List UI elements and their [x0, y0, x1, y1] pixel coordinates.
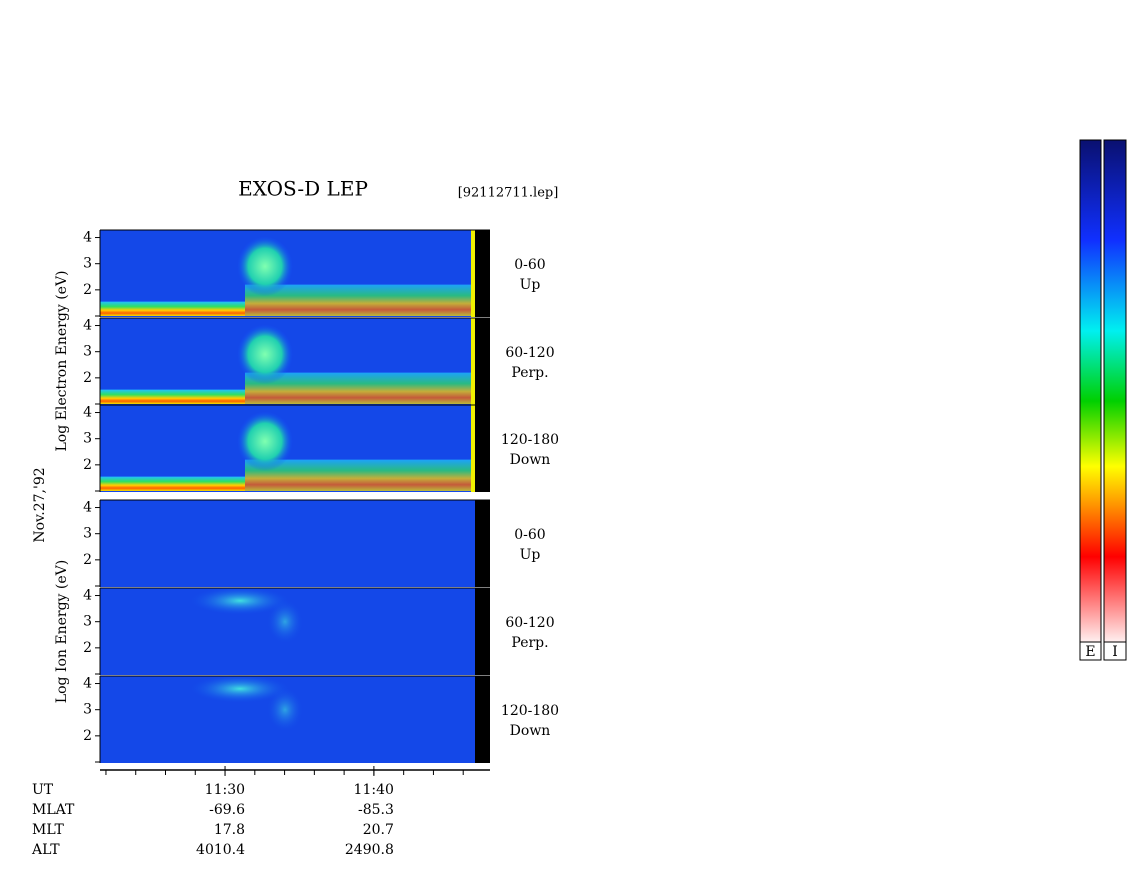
y-tick-label: 2: [83, 282, 92, 298]
spectrogram: [237, 324, 293, 385]
spectrogram: [190, 586, 290, 615]
colorbar-i: [1103, 139, 1127, 643]
y-tick-label: 2: [83, 370, 92, 386]
spectrogram: [100, 301, 245, 316]
spectrogram: [100, 500, 475, 587]
ephemeris-name: MLAT: [32, 802, 75, 818]
ephemeris-name: UT: [32, 782, 54, 798]
spectrogram: [245, 284, 475, 316]
y-tick-label: 4: [83, 230, 92, 246]
panel-direction: Down: [510, 452, 551, 468]
y-tick-label: 2: [83, 640, 92, 656]
spectrogram: [100, 476, 245, 491]
panel-direction: Up: [520, 547, 541, 563]
ephemeris-value: -69.6: [209, 802, 245, 818]
panel-range: 60-120: [505, 615, 554, 631]
data-gap: [475, 230, 490, 317]
spectrogram: [471, 405, 475, 492]
spectrogram: [245, 459, 475, 491]
y-tick-label: 4: [83, 318, 92, 334]
spectrogram: [471, 230, 475, 317]
colorbar-box: [1103, 641, 1127, 661]
ephemeris-name: MLT: [32, 822, 64, 838]
colorbars: E I: [1079, 139, 1127, 661]
spectrogram: [237, 411, 293, 472]
panel-direction: Perp.: [511, 365, 548, 381]
y-tick-label: 3: [83, 431, 92, 447]
y-tick-label: 3: [83, 256, 92, 272]
panel-direction: Up: [520, 277, 541, 293]
ephemeris-value: 2490.8: [345, 842, 394, 858]
colorbar-label: I: [1112, 644, 1118, 660]
y-tick-label: 2: [83, 552, 92, 568]
data-gap: [475, 318, 490, 405]
panel-range: 0-60: [514, 257, 545, 273]
data-gap: [475, 405, 490, 492]
y-tick-label: 3: [83, 702, 92, 718]
spectrogram: [245, 372, 475, 404]
panel-range: 120-180: [501, 432, 559, 448]
panel-direction: Down: [510, 723, 551, 739]
file-name: [92112711.lep]: [458, 186, 559, 201]
y-tick-label: 3: [83, 614, 92, 630]
y-tick-label: 2: [83, 457, 92, 473]
colorbar-e: [1079, 139, 1102, 643]
panel-range: 60-120: [505, 345, 554, 361]
y-tick-label: 2: [83, 728, 92, 744]
y-axis-label: Log Ion Energy (eV): [54, 560, 70, 703]
x-tick-label: 11:40: [354, 782, 394, 798]
date: Nov.27,'92: [32, 467, 48, 542]
panel-direction: Perp.: [511, 635, 548, 651]
y-tick-label: 4: [83, 405, 92, 421]
y-tick-label: 3: [83, 344, 92, 360]
spectrogram: [190, 674, 290, 703]
colorbar-box: [1079, 641, 1102, 661]
panel-range: 0-60: [514, 527, 545, 543]
x-tick-label: 11:30: [205, 782, 245, 798]
data-gap: [475, 588, 490, 675]
y-tick-label: 3: [83, 526, 92, 542]
spectrogram: [237, 236, 293, 297]
spectrogram: [267, 687, 303, 732]
spectrogram: [267, 599, 303, 644]
data-gap: [475, 676, 490, 763]
panel-range: 120-180: [501, 703, 559, 719]
y-tick-label: 4: [83, 676, 92, 692]
ephemeris-value: 4010.4: [196, 842, 245, 858]
y-tick-label: 4: [83, 500, 92, 516]
y-axis-label: Log Electron Energy (eV): [54, 270, 70, 451]
data-gap: [475, 500, 490, 587]
spectrogram: [471, 318, 475, 405]
ephemeris-value: 20.7: [363, 822, 394, 838]
spectrogram: [100, 389, 245, 404]
y-tick-label: 4: [83, 588, 92, 604]
ephemeris-name: ALT: [31, 842, 60, 858]
title: EXOS-D LEP: [238, 177, 368, 201]
ephemeris-value: 17.8: [214, 822, 245, 838]
colorbar-label: E: [1085, 644, 1095, 660]
ephemeris-value: -85.3: [358, 802, 394, 818]
